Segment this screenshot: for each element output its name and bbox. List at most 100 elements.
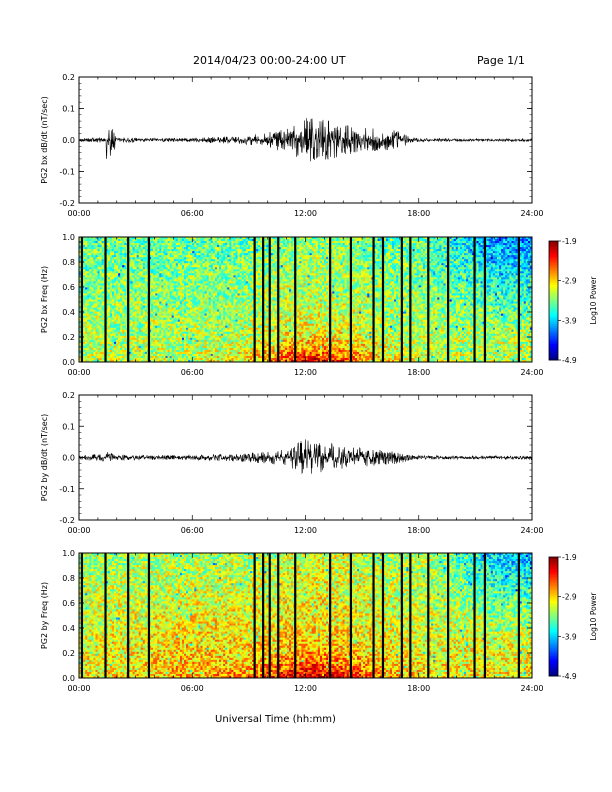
spectrogram-cell	[233, 336, 235, 338]
spectrogram-cell	[137, 281, 139, 283]
spectrogram-cell	[130, 289, 132, 291]
spectrogram-cell	[153, 281, 155, 283]
spectrogram-cell	[205, 346, 207, 348]
spectrogram-cell	[108, 334, 110, 336]
spectrogram-cell	[176, 346, 178, 348]
spectrogram-cell	[217, 300, 219, 302]
spectrogram-cell	[124, 334, 126, 336]
spectrogram-cell	[102, 251, 104, 253]
spectrogram-cell	[217, 251, 219, 253]
spectrogram-cell	[139, 304, 141, 306]
spectrogram-cell	[207, 271, 209, 273]
spectrogram-cell	[151, 277, 153, 279]
spectrogram-cell	[120, 293, 122, 295]
spectrogram-cell	[112, 304, 114, 306]
spectrogram-cell	[231, 241, 233, 243]
spectrogram-cell	[192, 283, 194, 285]
spectrogram-cell	[223, 283, 225, 285]
spectrogram-cell	[100, 289, 102, 291]
spectrogram-cell	[91, 356, 93, 358]
spectrogram-cell	[89, 346, 91, 348]
spectrogram-cell	[130, 271, 132, 273]
spectrogram-cell	[120, 287, 122, 289]
spectrogram-cell	[211, 300, 213, 302]
spectrogram-cell	[161, 330, 163, 332]
spectrogram-cell	[89, 336, 91, 338]
spectrogram-cell	[133, 261, 135, 263]
spectrogram-cell	[120, 340, 122, 342]
spectrogram-cell	[135, 297, 137, 299]
spectrogram-cell	[165, 271, 167, 273]
spectrogram-cell	[192, 251, 194, 253]
spectrogram-cell	[161, 247, 163, 249]
spectrogram-cell	[87, 330, 89, 332]
spectrogram-cell	[98, 261, 100, 263]
spectrogram-cell	[153, 283, 155, 285]
spectrogram-cell	[87, 314, 89, 316]
spectrogram-cell	[98, 330, 100, 332]
spectrogram-cell	[91, 289, 93, 291]
spectrogram-cell	[192, 257, 194, 259]
spectrogram-cell	[172, 344, 174, 346]
spectrogram-cell	[95, 344, 97, 346]
spectrogram-cell	[151, 304, 153, 306]
spectrogram-cell	[110, 257, 112, 259]
spectrogram-cell	[133, 334, 135, 336]
spectrogram-cell	[198, 350, 200, 352]
spectrogram-cell	[240, 293, 242, 295]
spectrogram-cell	[196, 346, 198, 348]
spectrogram-cell	[225, 277, 227, 279]
spectrogram-cell	[85, 316, 87, 318]
spectrogram-cell	[188, 273, 190, 275]
spectrogram-cell	[89, 241, 91, 243]
spectrogram-cell	[194, 300, 196, 302]
spectrogram-cell	[130, 324, 132, 326]
spectrogram-cell	[186, 326, 188, 328]
spectrogram-cell	[207, 247, 209, 249]
spectrogram-cell	[188, 308, 190, 310]
spectrogram-cell	[161, 261, 163, 263]
spectrogram-cell	[100, 251, 102, 253]
spectrogram-cell	[188, 253, 190, 255]
spectrogram-cell	[184, 336, 186, 338]
spectrogram-cell	[192, 316, 194, 318]
spectrogram-cell	[203, 356, 205, 358]
spectrogram-cell	[196, 293, 198, 295]
spectrogram-cell	[87, 241, 89, 243]
spectrogram-cell	[87, 344, 89, 346]
spectrogram-cell	[155, 267, 157, 269]
spectrogram-cell	[238, 261, 240, 263]
spectrogram-cell	[118, 287, 120, 289]
spectrogram-cell	[168, 352, 170, 354]
spectrogram-cell	[225, 289, 227, 291]
spectrogram-cell	[209, 257, 211, 259]
spectrogram-cell	[215, 289, 217, 291]
spectrogram-cell	[155, 314, 157, 316]
spectrogram-cell	[100, 346, 102, 348]
spectrogram-cell	[235, 310, 237, 312]
spectrogram-cell	[184, 352, 186, 354]
spectrogram-cell	[122, 251, 124, 253]
spectrogram-cell	[200, 344, 202, 346]
spectrogram-cell	[153, 253, 155, 255]
spectrogram-cell	[205, 281, 207, 283]
spectrogram-cell	[221, 300, 223, 302]
spectrogram-cell	[108, 245, 110, 247]
spectrogram-cell	[209, 297, 211, 299]
spectrogram-cell	[143, 277, 145, 279]
spectrogram-cell	[170, 247, 172, 249]
spectrogram-cell	[130, 304, 132, 306]
spectrogram-cell	[110, 267, 112, 269]
spectrogram-cell	[157, 287, 159, 289]
spectrogram-cell	[182, 281, 184, 283]
spectrogram-cell	[87, 287, 89, 289]
spectrogram-cell	[95, 352, 97, 354]
spectrogram-cell	[190, 287, 192, 289]
spectrogram-cell	[159, 241, 161, 243]
spectrogram-cell	[139, 297, 141, 299]
spectrogram-cell	[223, 326, 225, 328]
spectrogram-cell	[223, 271, 225, 273]
spectrogram-cell	[161, 267, 163, 269]
spectrogram-cell	[91, 310, 93, 312]
spectrogram-cell	[217, 241, 219, 243]
